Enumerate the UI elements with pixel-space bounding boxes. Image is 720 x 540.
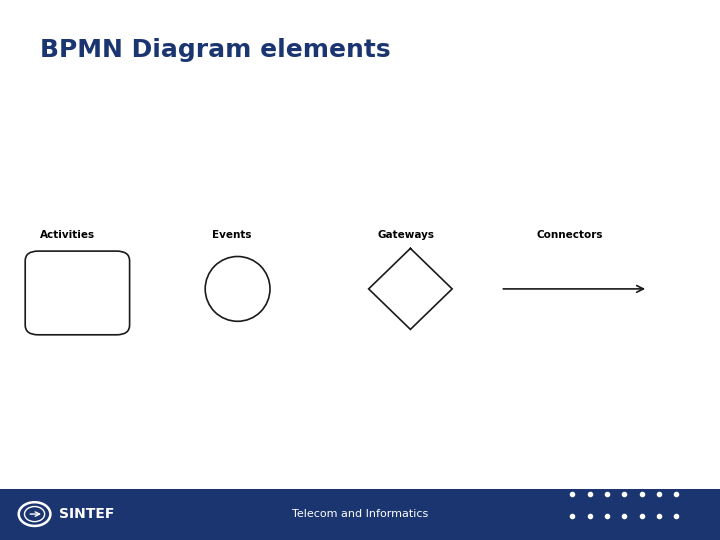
Text: Gateways: Gateways bbox=[378, 230, 435, 240]
Ellipse shape bbox=[205, 256, 270, 321]
Text: Connectors: Connectors bbox=[536, 230, 603, 240]
FancyBboxPatch shape bbox=[648, 491, 720, 538]
Text: Telecom and Informatics: Telecom and Informatics bbox=[292, 509, 428, 519]
Text: BPMN Diagram elements: BPMN Diagram elements bbox=[40, 38, 390, 62]
FancyBboxPatch shape bbox=[25, 251, 130, 335]
Text: SINTEF: SINTEF bbox=[59, 507, 114, 521]
Text: Events: Events bbox=[212, 230, 252, 240]
Bar bbox=[0, 489, 720, 540]
Text: Activities: Activities bbox=[40, 230, 95, 240]
